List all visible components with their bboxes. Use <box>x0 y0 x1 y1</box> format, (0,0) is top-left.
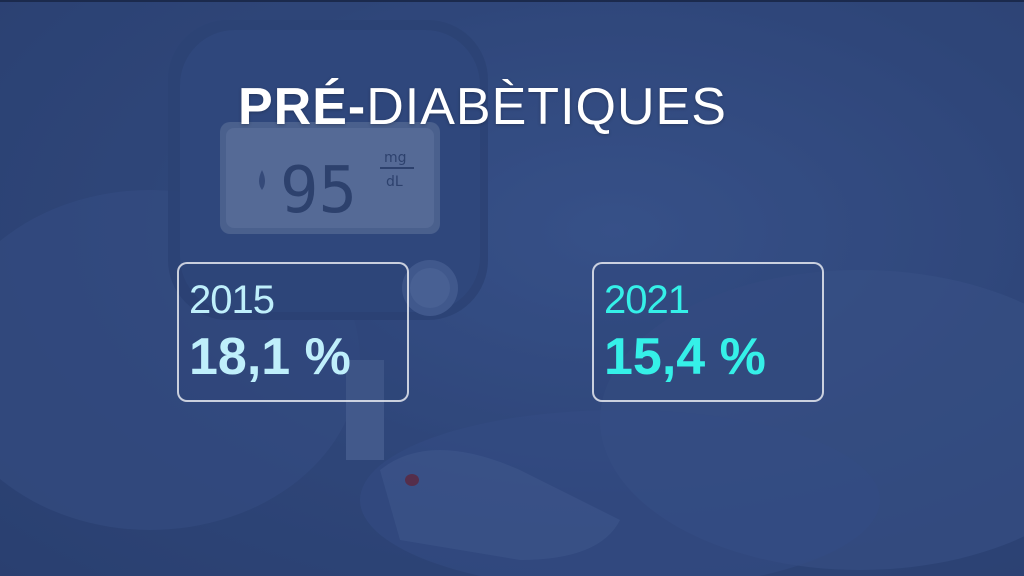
top-border <box>0 0 1024 2</box>
stat-year: 2021 <box>604 278 690 322</box>
svg-text:95: 95 <box>280 154 357 228</box>
svg-text:mg: mg <box>384 150 407 166</box>
drop-icon <box>259 170 265 190</box>
stat-value: 18,1 % <box>189 328 351 386</box>
svg-text:dL: dL <box>386 174 403 190</box>
title-bold: PRÉ- <box>238 78 367 136</box>
title-light: DIABÈTIQUES <box>366 78 727 136</box>
stat-value: 15,4 % <box>604 328 766 386</box>
page-title: PRÉ- DIABÈTIQUES <box>238 72 727 142</box>
stat-year: 2015 <box>189 278 275 322</box>
stat-card-2015: 2015 18,1 % <box>177 262 409 402</box>
stat-card-2021: 2021 15,4 % <box>592 262 824 402</box>
blood-drop-icon <box>405 474 419 486</box>
